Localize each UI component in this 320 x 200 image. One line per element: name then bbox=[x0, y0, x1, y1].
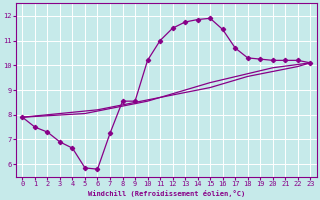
X-axis label: Windchill (Refroidissement éolien,°C): Windchill (Refroidissement éolien,°C) bbox=[88, 190, 245, 197]
